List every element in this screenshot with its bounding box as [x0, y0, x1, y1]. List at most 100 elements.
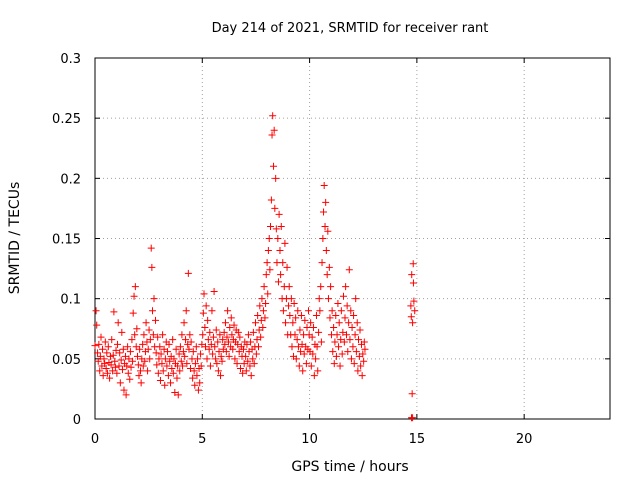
data-point: [263, 259, 271, 267]
data-point: [109, 351, 117, 359]
data-point: [106, 374, 114, 382]
data-point: [129, 309, 137, 317]
data-point: [165, 340, 173, 348]
data-point: [115, 362, 123, 370]
data-point: [307, 319, 315, 327]
data-point: [334, 299, 342, 307]
y-axis-label: SRMTID / TECUs: [7, 182, 23, 295]
data-point: [266, 266, 274, 274]
data-point: [253, 336, 261, 344]
data-point: [352, 348, 360, 356]
data-point: [409, 414, 417, 422]
data-point: [234, 340, 242, 348]
data-point: [189, 374, 197, 382]
data-point: [179, 348, 187, 356]
data-point: [239, 369, 247, 377]
data-point: [186, 331, 194, 339]
data-point: [239, 345, 247, 353]
data-point: [264, 247, 272, 255]
data-point: [131, 331, 139, 339]
data-point: [335, 319, 343, 327]
data-point: [316, 307, 324, 315]
data-point: [150, 295, 158, 303]
data-point: [267, 196, 275, 204]
data-point: [353, 319, 361, 327]
data-point: [290, 299, 298, 307]
data-point: [118, 366, 126, 374]
data-point: [361, 345, 369, 353]
data-point: [101, 360, 109, 368]
data-point: [149, 307, 157, 315]
data-point: [313, 343, 321, 351]
data-point: [133, 352, 141, 360]
data-point: [134, 361, 142, 369]
data-point: [360, 338, 368, 346]
data-point: [358, 372, 366, 380]
data-point: [209, 350, 217, 358]
data-point: [410, 297, 418, 305]
data-point: [179, 362, 187, 370]
data-point: [231, 355, 239, 363]
data-point: [328, 307, 336, 315]
data-point: [163, 362, 171, 370]
data-point: [144, 367, 152, 375]
data-point: [279, 307, 287, 315]
data-point: [240, 360, 248, 368]
data-point: [315, 295, 323, 303]
data-point: [103, 349, 111, 357]
data-point: [197, 350, 205, 358]
data-point: [336, 362, 344, 370]
data-point: [350, 360, 358, 368]
data-point: [262, 271, 270, 279]
data-point: [271, 204, 279, 212]
data-point: [95, 340, 103, 348]
data-point: [217, 372, 225, 380]
data-point: [213, 360, 221, 368]
data-point: [317, 338, 325, 346]
data-point: [270, 162, 278, 170]
data-point: [154, 369, 162, 377]
data-point: [119, 345, 127, 353]
data-point: [100, 355, 108, 363]
data-point: [192, 343, 200, 351]
data-point: [337, 336, 345, 344]
data-point: [320, 208, 328, 216]
data-point: [182, 307, 190, 315]
data-point: [298, 340, 306, 348]
data-point: [104, 343, 112, 351]
data-point: [194, 355, 202, 363]
data-point: [302, 360, 310, 368]
data-point: [111, 357, 119, 365]
data-point: [156, 376, 164, 384]
data-point: [348, 324, 356, 332]
data-point: [262, 299, 270, 307]
data-point: [288, 343, 296, 351]
data-point: [224, 338, 232, 346]
data-point: [286, 312, 294, 320]
data-point: [200, 290, 208, 298]
data-point: [215, 348, 223, 356]
data-point: [246, 362, 254, 370]
data-point: [191, 360, 199, 368]
data-point: [255, 343, 263, 351]
y-tick-labels: 0 0.05 0.1 0.15 0.2 0.25 0.3: [52, 52, 81, 428]
data-point: [285, 302, 293, 310]
data-point: [281, 239, 289, 247]
data-point: [341, 314, 349, 322]
data-point: [357, 362, 365, 370]
x-tick-label: 15: [409, 432, 426, 447]
data-point: [216, 331, 224, 339]
y-tick-label: 0.05: [52, 353, 81, 368]
data-point: [126, 348, 134, 356]
data-point: [235, 348, 243, 356]
data-point: [176, 343, 184, 351]
data-point: [224, 307, 232, 315]
data-point: [204, 336, 212, 344]
data-point: [99, 372, 107, 380]
data-point: [317, 283, 325, 291]
x-tick-labels: 0 5 10 15 20: [91, 432, 533, 447]
data-point: [133, 325, 141, 333]
data-point: [257, 316, 265, 324]
data-point: [177, 357, 185, 365]
data-point: [268, 131, 276, 139]
